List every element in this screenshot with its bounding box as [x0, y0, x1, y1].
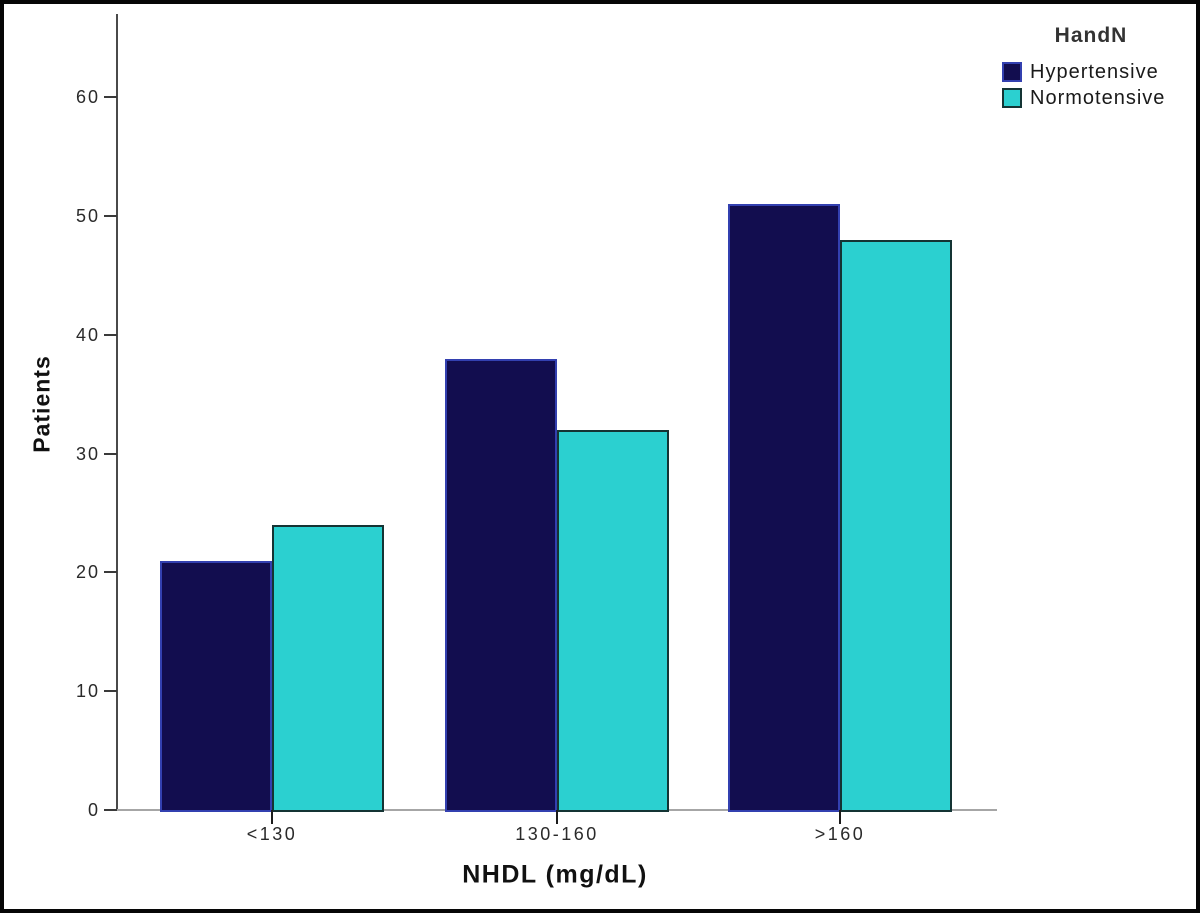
legend-item-label: Hypertensive [1030, 60, 1159, 83]
y-tick-mark [104, 452, 117, 455]
legend-swatch-hypertensive [1002, 62, 1022, 82]
y-tick-mark [104, 96, 117, 99]
y-tick-mark [104, 809, 117, 811]
x-tick-label: 130-160 [515, 824, 599, 844]
x-tick-label: <130 [246, 824, 298, 844]
y-tick-mark [104, 215, 117, 217]
legend-title: HandN [1054, 24, 1128, 47]
y-tick-label: 0 [87, 800, 100, 820]
legend-item-normotensive: Normotensive [1002, 87, 1165, 109]
y-tick-label: 60 [75, 87, 100, 108]
y-tick-label: 50 [75, 206, 100, 226]
y-tick-label: 30 [75, 443, 100, 464]
y-axis-title: Patients [28, 355, 55, 453]
x-tick-mark [556, 810, 558, 824]
y-tick-mark [104, 333, 117, 336]
legend-item-label: Normotensive [1030, 86, 1166, 109]
x-tick-label: >160 [814, 824, 866, 844]
x-tick-mark [271, 810, 273, 824]
y-tick-label: 20 [75, 562, 100, 583]
bar-hypertensive-1 [445, 359, 557, 812]
y-tick-label: 10 [75, 681, 100, 702]
x-tick-mark [839, 810, 841, 824]
bar-normotensive-1 [557, 430, 669, 812]
bar-normotensive-2 [840, 240, 952, 812]
legend: Hypertensive Normotensive [1002, 61, 1165, 109]
y-tick-mark [104, 690, 117, 693]
y-tick-mark [104, 571, 117, 574]
bar-normotensive-0 [272, 525, 384, 812]
legend-swatch-normotensive [1002, 88, 1022, 108]
y-axis-line [116, 14, 118, 810]
legend-item-hypertensive: Hypertensive [1002, 61, 1165, 83]
y-tick-label: 40 [75, 324, 100, 345]
bar-hypertensive-2 [728, 204, 840, 812]
bar-hypertensive-0 [160, 561, 272, 812]
x-axis-title: NHDL (mg/dL) [462, 860, 648, 889]
